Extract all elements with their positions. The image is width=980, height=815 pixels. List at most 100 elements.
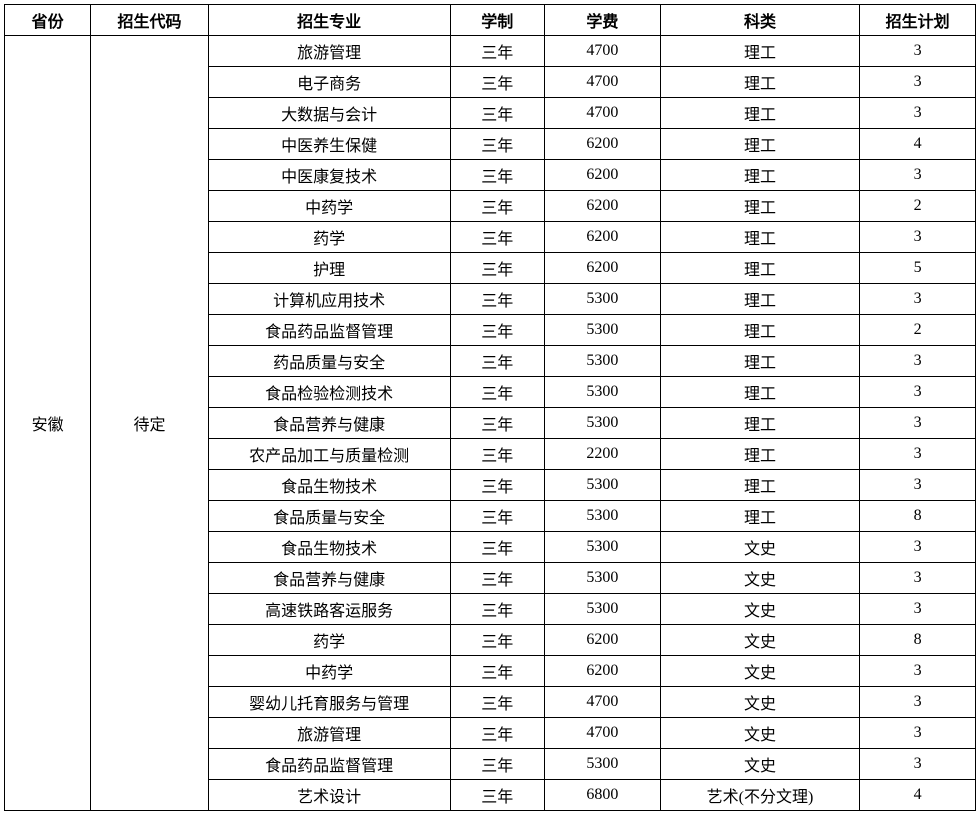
cell-duration: 三年 — [450, 67, 545, 98]
cell-category: 理工 — [660, 191, 860, 222]
cell-tuition: 6200 — [545, 222, 661, 253]
header-duration: 学制 — [450, 5, 545, 36]
cell-tuition: 5300 — [545, 532, 661, 563]
cell-tuition: 2200 — [545, 439, 661, 470]
cell-major: 药品质量与安全 — [208, 346, 450, 377]
cell-duration: 三年 — [450, 780, 545, 811]
cell-tuition: 5300 — [545, 563, 661, 594]
cell-tuition: 4700 — [545, 36, 661, 67]
cell-duration: 三年 — [450, 439, 545, 470]
cell-tuition: 6800 — [545, 780, 661, 811]
cell-category: 理工 — [660, 377, 860, 408]
cell-plan: 5 — [860, 253, 976, 284]
cell-plan: 2 — [860, 315, 976, 346]
cell-major: 旅游管理 — [208, 36, 450, 67]
table-row: 安徽待定旅游管理三年4700理工3 — [5, 36, 976, 67]
cell-plan: 3 — [860, 439, 976, 470]
header-row: 省份 招生代码 招生专业 学制 学费 科类 招生计划 — [5, 5, 976, 36]
cell-major: 食品营养与健康 — [208, 408, 450, 439]
cell-tuition: 5300 — [545, 501, 661, 532]
cell-major: 电子商务 — [208, 67, 450, 98]
cell-duration: 三年 — [450, 346, 545, 377]
cell-plan: 3 — [860, 160, 976, 191]
cell-tuition: 5300 — [545, 315, 661, 346]
cell-plan: 3 — [860, 563, 976, 594]
cell-duration: 三年 — [450, 160, 545, 191]
cell-major: 药学 — [208, 625, 450, 656]
cell-category: 理工 — [660, 284, 860, 315]
cell-tuition: 6200 — [545, 129, 661, 160]
cell-category: 文史 — [660, 656, 860, 687]
cell-major: 食品药品监督管理 — [208, 749, 450, 780]
header-province: 省份 — [5, 5, 91, 36]
cell-category: 文史 — [660, 625, 860, 656]
cell-tuition: 4700 — [545, 718, 661, 749]
cell-plan: 3 — [860, 718, 976, 749]
cell-plan: 3 — [860, 408, 976, 439]
cell-plan: 3 — [860, 594, 976, 625]
cell-category: 艺术(不分文理) — [660, 780, 860, 811]
cell-category: 理工 — [660, 470, 860, 501]
header-plan: 招生计划 — [860, 5, 976, 36]
cell-plan: 8 — [860, 625, 976, 656]
cell-tuition: 4700 — [545, 98, 661, 129]
cell-tuition: 5300 — [545, 284, 661, 315]
cell-plan: 4 — [860, 780, 976, 811]
cell-category: 文史 — [660, 563, 860, 594]
cell-plan: 3 — [860, 749, 976, 780]
cell-plan: 4 — [860, 129, 976, 160]
cell-plan: 3 — [860, 532, 976, 563]
cell-major: 高速铁路客运服务 — [208, 594, 450, 625]
cell-tuition: 5300 — [545, 377, 661, 408]
cell-category: 文史 — [660, 687, 860, 718]
cell-tuition: 5300 — [545, 408, 661, 439]
cell-tuition: 6200 — [545, 625, 661, 656]
table-body: 安徽待定旅游管理三年4700理工3电子商务三年4700理工3大数据与会计三年47… — [5, 36, 976, 811]
cell-duration: 三年 — [450, 315, 545, 346]
cell-duration: 三年 — [450, 36, 545, 67]
table-header: 省份 招生代码 招生专业 学制 学费 科类 招生计划 — [5, 5, 976, 36]
cell-plan: 2 — [860, 191, 976, 222]
cell-duration: 三年 — [450, 625, 545, 656]
cell-major: 食品生物技术 — [208, 532, 450, 563]
cell-duration: 三年 — [450, 563, 545, 594]
cell-major: 药学 — [208, 222, 450, 253]
cell-plan: 3 — [860, 67, 976, 98]
cell-plan: 8 — [860, 501, 976, 532]
cell-tuition: 6200 — [545, 656, 661, 687]
cell-category: 理工 — [660, 315, 860, 346]
cell-major: 中药学 — [208, 191, 450, 222]
cell-major: 食品药品监督管理 — [208, 315, 450, 346]
cell-major: 中药学 — [208, 656, 450, 687]
cell-category: 理工 — [660, 346, 860, 377]
cell-tuition: 5300 — [545, 346, 661, 377]
cell-major: 中医康复技术 — [208, 160, 450, 191]
cell-plan: 3 — [860, 687, 976, 718]
cell-category: 理工 — [660, 222, 860, 253]
cell-duration: 三年 — [450, 594, 545, 625]
cell-major: 婴幼儿托育服务与管理 — [208, 687, 450, 718]
cell-duration: 三年 — [450, 408, 545, 439]
cell-code: 待定 — [91, 36, 209, 811]
cell-major: 旅游管理 — [208, 718, 450, 749]
cell-plan: 3 — [860, 284, 976, 315]
cell-category: 文史 — [660, 532, 860, 563]
cell-tuition: 5300 — [545, 749, 661, 780]
cell-plan: 3 — [860, 656, 976, 687]
cell-category: 理工 — [660, 67, 860, 98]
cell-plan: 3 — [860, 377, 976, 408]
cell-duration: 三年 — [450, 749, 545, 780]
header-category: 科类 — [660, 5, 860, 36]
cell-plan: 3 — [860, 470, 976, 501]
cell-duration: 三年 — [450, 222, 545, 253]
cell-duration: 三年 — [450, 191, 545, 222]
cell-duration: 三年 — [450, 656, 545, 687]
cell-category: 理工 — [660, 408, 860, 439]
cell-tuition: 6200 — [545, 191, 661, 222]
cell-duration: 三年 — [450, 129, 545, 160]
cell-category: 文史 — [660, 594, 860, 625]
cell-major: 计算机应用技术 — [208, 284, 450, 315]
cell-major: 食品质量与安全 — [208, 501, 450, 532]
cell-tuition: 5300 — [545, 470, 661, 501]
cell-plan: 3 — [860, 346, 976, 377]
